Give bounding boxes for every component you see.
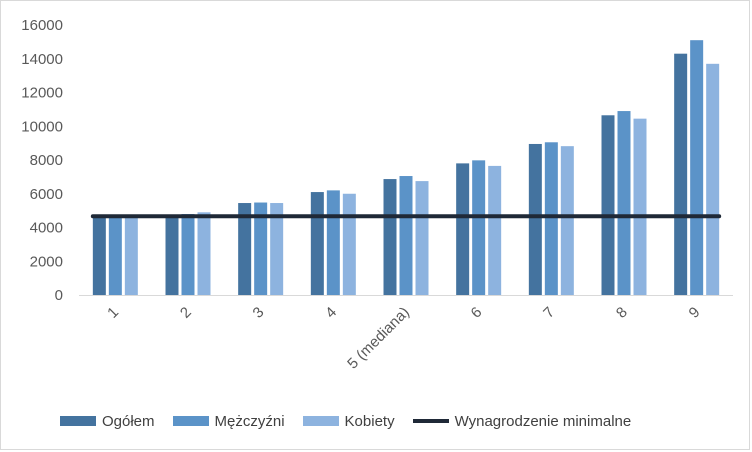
bar-mężczyźni — [108, 214, 122, 295]
y-tick-label: 6000 — [30, 186, 63, 203]
legend-label-ogolem: Ogółem — [102, 412, 155, 430]
bar-mężczyźni — [544, 142, 558, 295]
y-tick-label: 10000 — [21, 118, 63, 135]
chart-plot: 0 2000 4000 6000 8000 10000 12000 14000 16000 1 2 3… — [21, 17, 733, 373]
bar-kobiety — [197, 212, 211, 295]
y-tick-label: 8000 — [30, 152, 63, 169]
bar-kobiety — [342, 193, 356, 295]
bar-mężczyźni — [617, 111, 631, 295]
bar-ogółem — [92, 215, 106, 295]
bar-ogółem — [238, 203, 252, 295]
bar-mężczyźni — [254, 202, 268, 295]
legend-swatch-kobiety — [302, 416, 339, 426]
bar-ogółem — [456, 163, 470, 295]
bar-ogółem — [383, 179, 397, 295]
legend-item-kobiety: Kobiety — [302, 412, 395, 430]
legend-label-mezczyzni: Mężczyźni — [214, 412, 285, 430]
legend-label-kobiety: Kobiety — [344, 412, 395, 430]
bar-kobiety — [706, 63, 720, 295]
legend-item-mezczyzni: Mężczyźni — [172, 412, 285, 430]
bar-kobiety — [488, 165, 502, 295]
x-tick-label: 1 — [104, 304, 122, 322]
x-tick-label: 8 — [613, 304, 631, 322]
bar-kobiety — [633, 118, 647, 295]
bar-mężczyźni — [472, 160, 486, 295]
y-tick-label: 4000 — [30, 220, 63, 237]
legend-item-wynagrodzenie-minimalne: Wynagrodzenie minimalne — [412, 412, 632, 430]
bar-mężczyźni — [181, 214, 195, 295]
x-tick-label: 3 — [250, 304, 268, 322]
bar-mężczyźni — [399, 176, 413, 295]
x-tick-label: 6 — [468, 304, 486, 322]
x-tick-label: 7 — [540, 304, 558, 322]
bar-kobiety — [560, 146, 574, 295]
bar-ogółem — [528, 143, 542, 295]
y-tick-label: 0 — [55, 287, 63, 304]
bar-kobiety — [124, 215, 138, 295]
bar-kobiety — [415, 181, 429, 295]
x-tick-label: 4 — [322, 304, 340, 322]
y-tick-label: 16000 — [21, 17, 63, 34]
x-tick-label: 2 — [177, 304, 195, 322]
legend-label-wynagrodzenie-minimalne: Wynagrodzenie minimalne — [454, 412, 632, 430]
x-tick-label: 9 — [686, 304, 704, 322]
bar-ogółem — [674, 53, 688, 295]
legend-item-ogolem: Ogółem — [60, 413, 155, 430]
legend-swatch-ogolem — [60, 416, 96, 426]
legend: Ogółem Mężczyźni Kobiety Wynagrodzenie m… — [60, 409, 631, 433]
bar-ogółem — [310, 192, 324, 295]
bar-ogółem — [601, 115, 615, 295]
legend-swatch-wynagrodzenie-minimalne — [412, 419, 449, 423]
bar-mężczyźni — [326, 190, 340, 295]
y-tick-label: 2000 — [30, 253, 63, 270]
y-tick-label: 14000 — [21, 51, 63, 68]
x-tick-label: 5 (mediana) — [344, 304, 413, 373]
bar-kobiety — [270, 203, 284, 295]
bar-ogółem — [165, 214, 179, 295]
y-tick-label: 12000 — [21, 85, 63, 102]
legend-swatch-mezczyzni — [172, 416, 209, 426]
bar-mężczyźni — [690, 40, 704, 295]
